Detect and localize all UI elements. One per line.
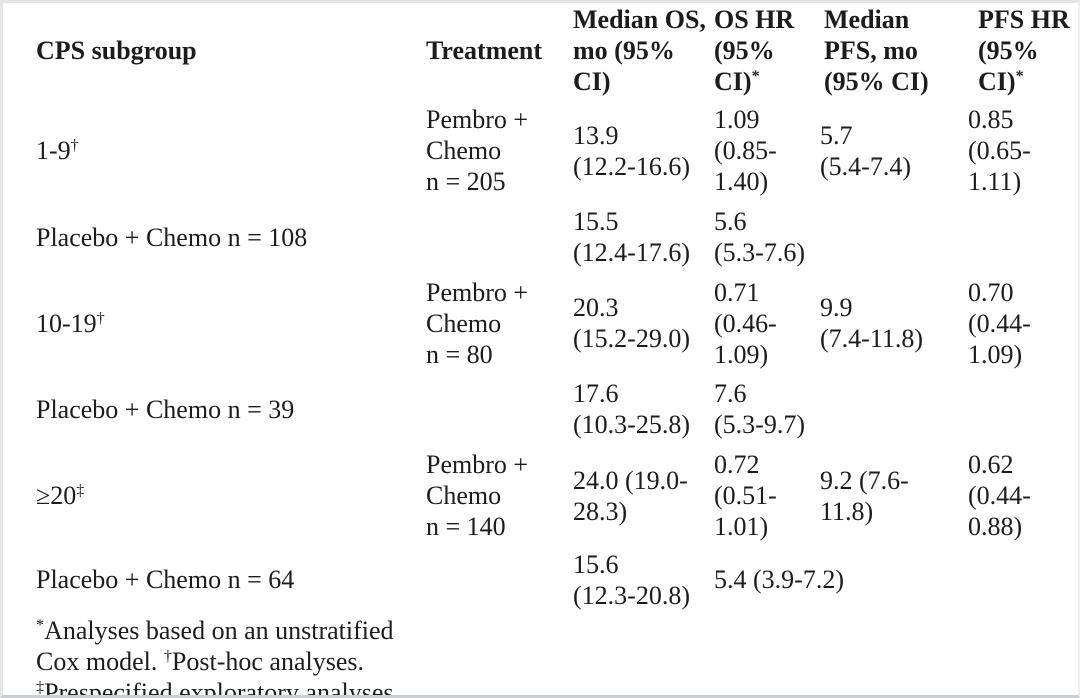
table-footnote: *Analyses based on an unstratified Cox mo…	[36, 616, 400, 698]
cell-subgroup: Placebo + Chemo n = 108	[36, 222, 308, 252]
cell-median-pfs	[818, 203, 966, 271]
header-cps-subgroup: CPS subgroup	[36, 36, 197, 65]
cell-median-pfs: 9.2 (7.6- 11.8)	[820, 465, 909, 526]
cell-pfs-hr	[966, 548, 1078, 611]
cell-treatment: Pembro + Chemo n = 205	[426, 105, 529, 196]
cell-os-hr: 1.09 (0.85- 1.40)	[714, 105, 777, 196]
cell-treatment: Pembro + Chemo n = 80	[426, 277, 529, 369]
cell-median-os: 15.5 (12.4-17.6)	[573, 207, 690, 267]
table-row: Placebo + Chemo n = 108 15.5 (12.4-17.6) …	[34, 203, 1078, 271]
header-treatment: Treatment	[426, 36, 542, 65]
cell-median-pfs: 5.7 (5.4-7.4)	[820, 120, 911, 181]
cell-median-os: 24.0 (19.0- 28.3)	[573, 465, 688, 526]
header-median-pfs: Median PFS, mo (95% CI)	[824, 5, 929, 96]
cell-pfs-hr: 0.62 (0.44- 0.88)	[968, 450, 1031, 541]
cell-median-os: 20.3 (15.2-29.0)	[573, 293, 690, 353]
cell-subgroup: 10-19†	[36, 308, 105, 338]
cell-subgroup: 1-9†	[36, 136, 79, 165]
table-row: Placebo + Chemo n = 39 17.6 (10.3-25.8) 7…	[34, 375, 1078, 443]
cell-treatment: Pembro + Chemo n = 140	[426, 450, 529, 541]
header-pfs-hr: PFS HR (95% CI)*	[978, 5, 1070, 96]
cell-os-hr: 5.6 (5.3-7.6)	[714, 207, 805, 267]
cell-median-os: 13.9 (12.2-16.6)	[573, 120, 690, 181]
cell-median-pfs: 9.9 (7.4-11.8)	[820, 293, 924, 353]
cell-pfs-hr: 0.85 (0.65- 1.11)	[968, 105, 1031, 196]
cell-treatment	[424, 203, 571, 271]
cell-median-os: 17.6 (10.3-25.8)	[573, 379, 690, 439]
cell-treatment	[424, 548, 571, 611]
cell-os-hr: 7.6 (5.3-9.7)	[714, 379, 805, 439]
table-row: 1-9† Pembro + Chemo n = 205 13.9 (12.2-16.6…	[34, 98, 1078, 203]
cell-pfs-hr: 0.70 (0.44- 1.09)	[968, 277, 1031, 369]
table-row: ≥20‡ Pembro + Chemo n = 140 24.0 (19.0- 28.…	[34, 443, 1078, 548]
header-median-os: Median OS, mo (95% CI)	[573, 5, 706, 96]
table-row: Placebo + Chemo n = 64 15.6 (12.3-20.8) 5…	[34, 548, 1078, 611]
cell-subgroup: Placebo + Chemo n = 39	[36, 394, 295, 424]
cell-median-pfs	[818, 375, 966, 443]
table-header: CPS subgroup Treatment Median OS, mo (95%…	[34, 3, 1078, 98]
header-row: CPS subgroup Treatment Median OS, mo (95%…	[34, 3, 1078, 98]
cell-pfs-hr	[966, 375, 1078, 443]
table-body: 1-9† Pembro + Chemo n = 205 13.9 (12.2-16.6…	[34, 98, 1078, 611]
cell-pfs-hr	[966, 203, 1078, 271]
results-table: CPS subgroup Treatment Median OS, mo (95%…	[34, 3, 1078, 611]
cell-subgroup: ≥20‡	[36, 481, 85, 510]
cell-os-hr: 0.71 (0.46- 1.09)	[714, 277, 777, 369]
cell-subgroup: Placebo + Chemo n = 64	[36, 565, 295, 594]
cell-median-os: 15.6 (12.3-20.8)	[573, 549, 690, 610]
cell-os-hr: 0.72 (0.51- 1.01)	[714, 450, 777, 541]
cell-os-hr: 5.4 (3.9-7.2)	[714, 565, 844, 594]
cell-treatment	[424, 375, 571, 443]
header-os-hr: OS HR (95% CI)*	[714, 5, 795, 96]
table-row: 10-19† Pembro + Chemo n = 80 20.3 (15.2-29.…	[34, 271, 1078, 375]
